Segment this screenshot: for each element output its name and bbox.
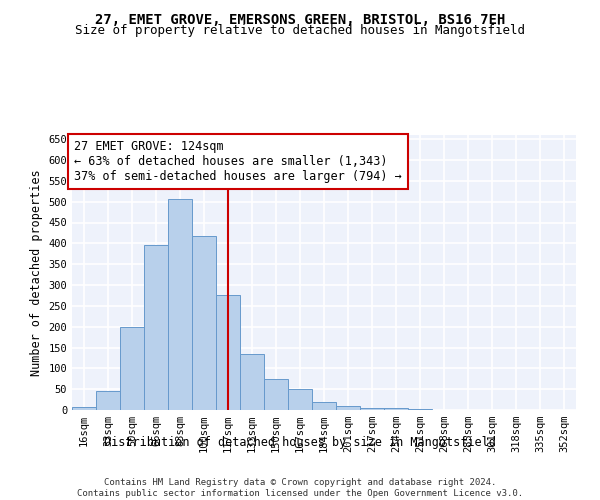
Bar <box>336 406 360 410</box>
Text: 27 EMET GROVE: 124sqm
← 63% of detached houses are smaller (1,343)
37% of semi-d: 27 EMET GROVE: 124sqm ← 63% of detached … <box>74 140 402 183</box>
Bar <box>72 407 96 410</box>
Bar <box>408 409 432 410</box>
Text: Size of property relative to detached houses in Mangotsfield: Size of property relative to detached ho… <box>75 24 525 37</box>
Bar <box>168 198 192 410</box>
Bar <box>264 379 288 410</box>
Text: Contains HM Land Registry data © Crown copyright and database right 2024.
Contai: Contains HM Land Registry data © Crown c… <box>77 478 523 498</box>
Bar <box>360 408 384 410</box>
Bar <box>120 326 144 410</box>
Bar <box>144 246 168 410</box>
Bar <box>240 354 264 410</box>
Bar <box>288 389 312 410</box>
Bar <box>216 296 240 410</box>
Bar <box>96 391 120 410</box>
Bar <box>312 402 336 410</box>
Text: Distribution of detached houses by size in Mangotsfield: Distribution of detached houses by size … <box>104 436 496 449</box>
Y-axis label: Number of detached properties: Number of detached properties <box>30 169 43 376</box>
Bar <box>384 408 408 410</box>
Bar <box>192 236 216 410</box>
Text: 27, EMET GROVE, EMERSONS GREEN, BRISTOL, BS16 7EH: 27, EMET GROVE, EMERSONS GREEN, BRISTOL,… <box>95 12 505 26</box>
